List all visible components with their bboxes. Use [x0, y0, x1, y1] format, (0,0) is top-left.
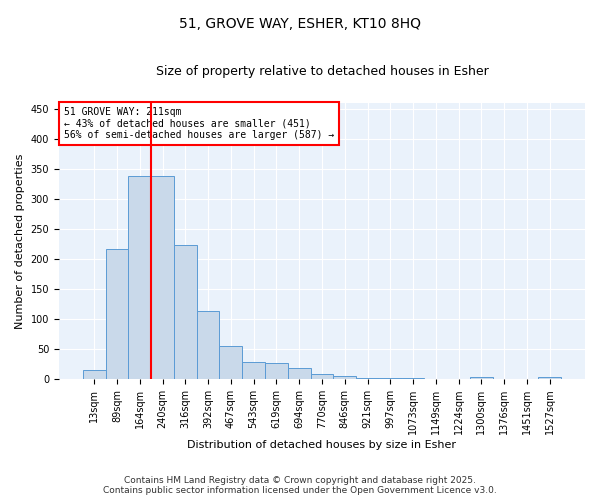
Text: 51 GROVE WAY: 211sqm
← 43% of detached houses are smaller (451)
56% of semi-deta: 51 GROVE WAY: 211sqm ← 43% of detached h…: [64, 107, 334, 140]
Bar: [151, 176, 174, 379]
Bar: [174, 245, 197, 379]
Title: Size of property relative to detached houses in Esher: Size of property relative to detached ho…: [155, 65, 488, 78]
X-axis label: Distribution of detached houses by size in Esher: Distribution of detached houses by size …: [187, 440, 457, 450]
Bar: [334, 376, 356, 379]
Bar: [106, 248, 128, 379]
Bar: [242, 362, 265, 379]
Bar: [311, 374, 334, 379]
Bar: [356, 378, 379, 379]
Y-axis label: Number of detached properties: Number of detached properties: [15, 153, 25, 328]
Bar: [83, 370, 106, 379]
Bar: [401, 378, 424, 379]
Bar: [220, 346, 242, 379]
Bar: [470, 378, 493, 379]
Bar: [379, 378, 401, 379]
Bar: [288, 368, 311, 379]
Bar: [265, 363, 288, 379]
Bar: [538, 378, 561, 379]
Text: 51, GROVE WAY, ESHER, KT10 8HQ: 51, GROVE WAY, ESHER, KT10 8HQ: [179, 18, 421, 32]
Bar: [128, 176, 151, 379]
Text: Contains HM Land Registry data © Crown copyright and database right 2025.
Contai: Contains HM Land Registry data © Crown c…: [103, 476, 497, 495]
Bar: [197, 311, 220, 379]
